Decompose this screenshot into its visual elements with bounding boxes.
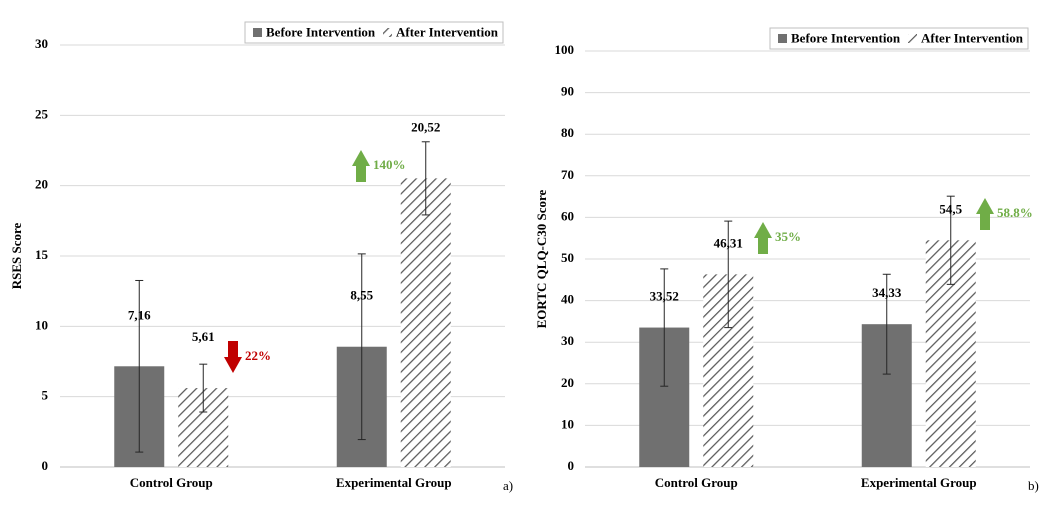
y-tick-label: 30 — [35, 36, 48, 51]
y-tick-label: 20 — [561, 375, 574, 390]
change-arrow — [224, 341, 242, 373]
y-tick-label: 10 — [561, 416, 574, 431]
change-label: 140% — [373, 157, 406, 172]
value-label: 33,52 — [650, 289, 679, 304]
x-tick-label: Control Group — [130, 475, 213, 490]
y-tick-label: 10 — [35, 317, 48, 332]
bar — [400, 178, 451, 468]
value-label: 7,16 — [128, 307, 151, 322]
y-tick-label: 20 — [35, 177, 48, 192]
legend-box — [244, 21, 504, 44]
change-arrow — [976, 198, 994, 230]
legend-label: After Intervention — [396, 24, 499, 39]
change-arrow — [754, 222, 772, 254]
value-label: 8,55 — [350, 288, 373, 303]
y-tick-label: 80 — [561, 125, 574, 140]
y-tick-label: 90 — [561, 84, 574, 99]
y-tick-label: 100 — [555, 42, 575, 57]
value-label: 34,33 — [872, 285, 902, 300]
y-tick-label: 15 — [35, 247, 49, 262]
legend-swatch — [908, 34, 917, 43]
y-tick-label: 40 — [561, 292, 574, 307]
y-tick-label: 60 — [561, 208, 574, 223]
value-label: 54,5 — [939, 201, 962, 216]
y-tick-label: 70 — [561, 167, 574, 182]
value-label: 20,52 — [411, 119, 440, 134]
y-axis-label: RSES Score — [9, 222, 24, 289]
y-tick-label: 30 — [561, 333, 574, 348]
y-tick-label: 5 — [42, 388, 49, 403]
change-label: 58.8% — [997, 205, 1033, 220]
y-tick-label: 50 — [561, 250, 574, 265]
legend-label: After Intervention — [921, 30, 1024, 45]
legend-swatch — [253, 28, 262, 37]
value-label: 46,31 — [714, 235, 743, 250]
y-axis-label: EORTC QLQ-C30 Score — [534, 189, 549, 328]
change-label: 35% — [775, 229, 801, 244]
y-tick-label: 0 — [42, 458, 49, 473]
legend-swatch — [383, 28, 392, 37]
value-label: 5,61 — [192, 329, 215, 344]
change-arrow — [352, 150, 370, 182]
x-tick-label: Control Group — [655, 475, 738, 490]
change-label: 22% — [245, 348, 271, 363]
legend-label: Before Intervention — [266, 24, 376, 39]
y-tick-label: 0 — [568, 458, 575, 473]
panel-label: a) — [503, 478, 513, 493]
y-tick-label: 25 — [35, 106, 49, 121]
legend-swatch — [778, 34, 787, 43]
legend-box — [769, 27, 1029, 50]
x-tick-label: Experimental Group — [336, 475, 452, 490]
legend-label: Before Intervention — [791, 30, 901, 45]
panel-label: b) — [1028, 478, 1039, 493]
x-tick-label: Experimental Group — [861, 475, 977, 490]
